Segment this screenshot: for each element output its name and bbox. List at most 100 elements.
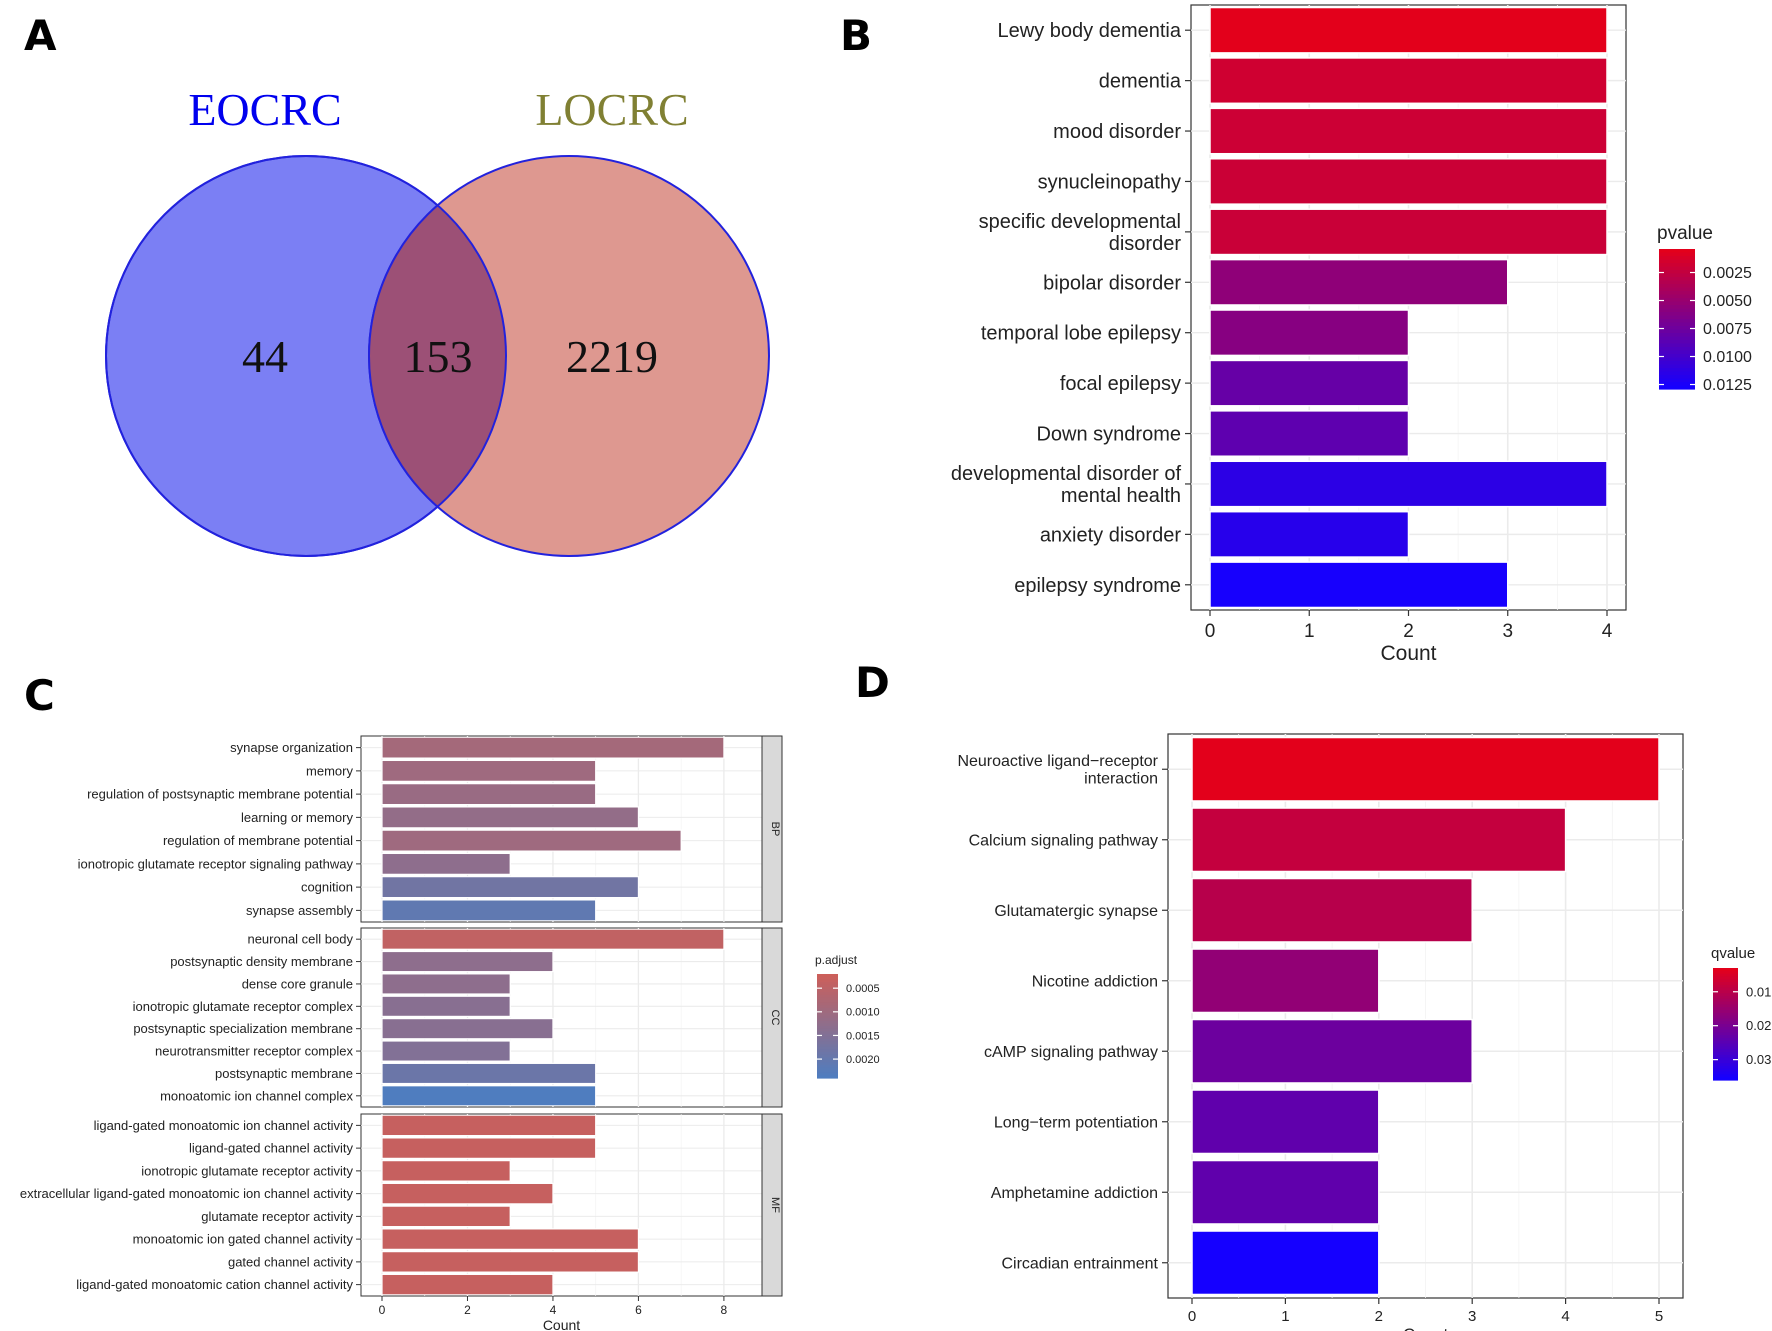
category-label-postsynaptic-density-membrane: postsynaptic density membrane: [170, 954, 353, 969]
category-label-postsynaptic-membrane: postsynaptic membrane: [215, 1066, 353, 1081]
legend-gradient-step: [817, 1059, 838, 1063]
legend-gradient-step: [817, 1070, 838, 1074]
bar-synapse-assembly: [381, 899, 597, 922]
bar-down-syndrome: [1209, 410, 1410, 457]
bar-developmental-disorder-of-mental-health: [1209, 460, 1608, 508]
bar-neuronal-cell-body: [381, 928, 725, 950]
x-tick-label: 2: [1375, 1308, 1383, 1325]
legend-gradient-step: [1659, 343, 1695, 348]
facet-strip-label-mf: MF: [769, 1197, 781, 1213]
legend-gradient-step: [1659, 315, 1695, 320]
legend-gradient-step: [1659, 291, 1695, 296]
legend-title: p.adjust: [815, 953, 858, 967]
bar-ionotropic-glutamate-receptor-signaling-pathway: [381, 852, 511, 875]
legend-tick-label: 0.0125: [1703, 377, 1752, 394]
legend-tick-label: 0.0075: [1703, 321, 1752, 338]
bar-ligand-gated-monoatomic-cation-channel-activity: [381, 1273, 554, 1296]
category-label-mood-disorder: mood disorder: [1053, 121, 1181, 143]
bar-regulation-of-postsynaptic-membrane-potential: [381, 783, 597, 806]
bar-ligand-gated-monoatomic-ion-channel-activity: [381, 1114, 597, 1137]
legend-gradient-step: [1659, 336, 1695, 341]
bar-monoatomic-ion-channel-complex: [381, 1085, 597, 1107]
bar-neuroactive-ligand-receptor-interaction: [1191, 736, 1660, 802]
legend-gradient-step: [1659, 256, 1695, 261]
category-label-temporal-lobe-epilepsy: temporal lobe epilepsy: [981, 323, 1181, 345]
category-label-long-term-potentiation: Long−term potentiation: [994, 1114, 1158, 1131]
legend-gradient-step: [1713, 1040, 1738, 1045]
legend-gradient-step: [1659, 378, 1695, 383]
legend-gradient-step: [1713, 993, 1738, 997]
legend-gradient-step: [817, 1075, 838, 1079]
x-axis-label: Count: [543, 1317, 580, 1331]
bar-monoatomic-ion-gated-channel-activity: [381, 1228, 640, 1250]
bar-temporal-lobe-epilepsy: [1209, 309, 1410, 357]
bar-synucleinopathy: [1209, 158, 1608, 205]
legend-gradient-step: [1713, 1021, 1738, 1025]
category-label-regulation-of-postsynaptic-membrane-potential: regulation of postsynaptic membrane pote…: [87, 787, 353, 802]
bar-focal-epilepsy: [1209, 359, 1410, 407]
legend-gradient-step: [1713, 1038, 1738, 1042]
legend-gradient-step: [1713, 1015, 1738, 1019]
legend-gradient-step: [817, 1020, 838, 1024]
venn-diagram: EOCRC LOCRC 44 153 2219: [105, 84, 770, 557]
x-tick-label: 1: [1281, 1308, 1289, 1325]
legend-gradient-step: [1659, 385, 1695, 390]
legend-gradient-step: [1659, 354, 1695, 359]
bar-ligand-gated-channel-activity: [381, 1137, 597, 1159]
legend-gradient-step: [817, 1054, 838, 1058]
panel-label-a: A: [24, 11, 57, 60]
venn-overlap: [368, 156, 506, 556]
legend-tick-label: 0.0005: [846, 983, 880, 995]
legend-gradient-step: [1659, 287, 1695, 292]
legend-gradient-step: [1713, 1077, 1738, 1081]
legend-gradient-step: [1659, 259, 1695, 264]
x-tick-label: 2: [1403, 621, 1414, 642]
bar-dementia: [1209, 57, 1608, 105]
category-label-neuronal-cell-body: neuronal cell body: [247, 932, 353, 947]
x-tick-label: 3: [1468, 1308, 1476, 1325]
category-label-postsynaptic-specialization-membrane: postsynaptic specialization membrane: [133, 1021, 353, 1036]
legend-gradient-step: [1659, 301, 1695, 306]
legend-gradient-step: [1713, 1035, 1738, 1039]
legend-gradient-step: [1713, 970, 1738, 975]
legend-tick-label: 0.0010: [846, 1007, 880, 1019]
legend-gradient-step: [817, 1031, 838, 1035]
legend-gradient-step: [817, 1062, 838, 1066]
category-label-ionotropic-glutamate-receptor-activity: ionotropic glutamate receptor activity: [141, 1163, 353, 1178]
x-tick-label: 0: [1188, 1308, 1196, 1325]
legend-gradient-step: [1659, 270, 1695, 275]
x-tick-label: 6: [635, 1303, 642, 1317]
category-label-ligand-gated-monoatomic-ion-channel-activity: ligand-gated monoatomic ion channel acti…: [94, 1118, 354, 1133]
venn-set-title-locrc: LOCRC: [535, 84, 688, 135]
bar-regulation-of-membrane-potential: [381, 829, 682, 852]
legend-gradient-step: [817, 1036, 838, 1040]
legend-gradient-step: [1659, 375, 1695, 380]
category-label-ionotropic-glutamate-receptor-complex: ionotropic glutamate receptor complex: [133, 999, 354, 1014]
legend-gradient-step: [1659, 361, 1695, 366]
category-label-epilepsy-syndrome: epilepsy syndrome: [1014, 575, 1181, 597]
legend-gradient-step: [817, 981, 838, 985]
facet-strip-bp: [761, 735, 783, 923]
legend-gradient-step: [1713, 984, 1738, 989]
chart-d: Neuroactive ligand−receptor interaction Ca…: [957, 733, 1771, 1331]
legend-gradient-step: [817, 1023, 838, 1027]
legend-gradient-step: [1713, 1043, 1738, 1047]
legend-gradient-step: [1659, 312, 1695, 317]
bar-memory: [381, 759, 597, 782]
bar-epilepsy-syndrome: [1209, 561, 1509, 609]
facet-strip-cc: [761, 927, 783, 1108]
legend-gradient-step: [1659, 371, 1695, 376]
category-label-anxiety-disorder: anxiety disorder: [1040, 524, 1182, 546]
category-label-extracellular-ligand-gated-monoatomic-ion-channel-activity: extracellular ligand-gated monoatomic io…: [20, 1186, 354, 1201]
legend-gradient-step: [1713, 1010, 1738, 1014]
legend-gradient-step: [1659, 347, 1695, 352]
legend-tick-label: 0.0100: [1703, 349, 1752, 366]
bar-extracellular-ligand-gated-monoatomic-ion-channel-activity: [381, 1182, 554, 1205]
legend-gradient-step: [1713, 1001, 1738, 1005]
category-label-synapse-assembly: synapse assembly: [246, 903, 353, 918]
legend-gradient-step: [817, 976, 838, 980]
legend-gradient-step: [1713, 1007, 1738, 1011]
legend-gradient-step: [1713, 1046, 1738, 1050]
bar-ionotropic-glutamate-receptor-complex: [381, 995, 511, 1017]
